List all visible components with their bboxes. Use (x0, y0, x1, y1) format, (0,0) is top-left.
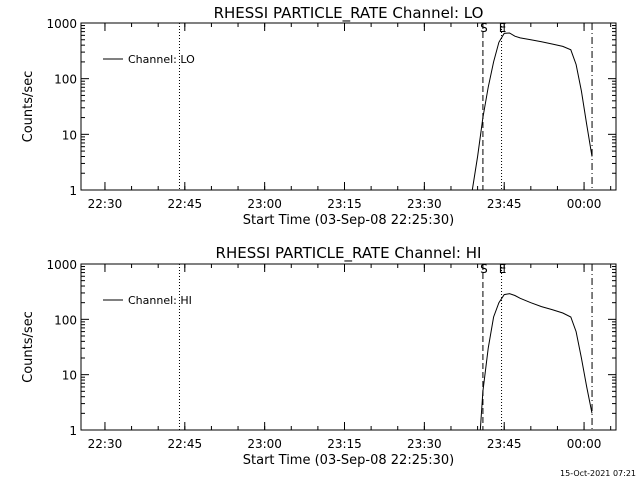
x-tick-label: 23:45 (487, 197, 522, 211)
legend-label: Channel: HI (128, 294, 192, 307)
x-tick-label: 00:00 (567, 437, 602, 451)
x-tick-label: 22:45 (168, 437, 203, 451)
x-tick-label: 22:45 (168, 197, 203, 211)
y-tick-label: 100 (54, 313, 77, 327)
marker-label: S (480, 21, 488, 35)
y-tick-label: 1 (69, 424, 77, 438)
x-tick-label: 23:00 (247, 437, 282, 451)
y-tick-label: 10 (62, 369, 77, 383)
chart-title: RHESSI PARTICLE_RATE Channel: LO (214, 4, 484, 23)
x-tick-label: 23:30 (407, 197, 442, 211)
chart-panel-hi: RHESSI PARTICLE_RATE Channel: HI 22:30 22:… (21, 244, 617, 468)
x-tick-label: 23:15 (327, 197, 362, 211)
series-line (471, 32, 593, 191)
chart-panel-lo: RHESSI PARTICLE_RATE Channel: LO 22:30 22:… (21, 4, 617, 228)
chart-title: RHESSI PARTICLE_RATE Channel: HI (216, 244, 482, 263)
plot-frame (80, 22, 617, 191)
x-tick-label: 23:30 (407, 437, 442, 451)
x-tick-label: 22:30 (88, 197, 123, 211)
marker-label: S (480, 262, 488, 276)
generation-timestamp: 15-Oct-2021 07:21 (560, 469, 636, 478)
y-tick-label: 10 (62, 128, 77, 142)
y-axis-label: Counts/sec (21, 71, 36, 143)
y-tick-label: 100 (54, 73, 77, 87)
y-tick-label: 1000 (46, 258, 77, 272)
x-tick-label: 23:15 (327, 437, 362, 451)
plot-frame (80, 263, 617, 431)
marker-label: E (499, 262, 507, 276)
y-tick-label: 1 (69, 184, 77, 198)
x-tick-label: 23:45 (487, 437, 522, 451)
legend-label: Channel: LO (128, 53, 195, 66)
x-tick-label: 23:00 (247, 197, 282, 211)
y-tick-label: 1000 (46, 17, 77, 31)
y-axis-label: Counts/sec (21, 311, 36, 383)
x-tick-label: 00:00 (567, 197, 602, 211)
x-axis-label: Start Time (03-Sep-08 22:25:30) (243, 453, 454, 468)
x-tick-label: 22:30 (88, 437, 123, 451)
series-line (479, 293, 593, 431)
marker-label: E (499, 21, 507, 35)
x-axis-label: Start Time (03-Sep-08 22:25:30) (243, 213, 454, 228)
